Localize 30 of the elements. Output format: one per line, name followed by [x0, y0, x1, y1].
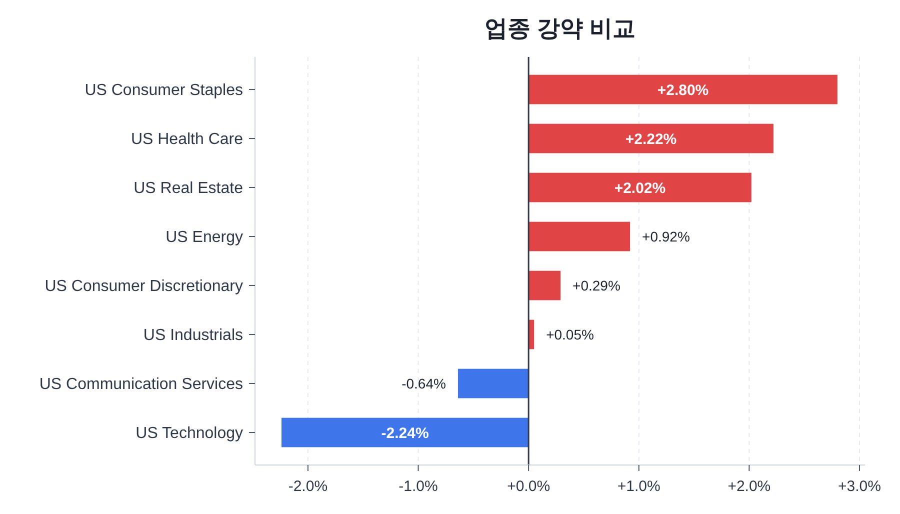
data-label: -0.64%: [402, 375, 446, 392]
x-tick-label: +3.0%: [838, 478, 881, 495]
bar: [528, 222, 630, 252]
bar: [458, 368, 529, 398]
y-tick-label: US Communication Services: [39, 376, 243, 394]
data-label: -2.24%: [381, 424, 429, 442]
data-label: +2.22%: [625, 130, 677, 148]
data-label: +0.29%: [572, 277, 620, 294]
x-tick-label: +0.0%: [507, 478, 550, 495]
bar: [528, 124, 774, 154]
data-label: +2.02%: [614, 180, 666, 197]
y-tick-label: US Real Estate: [134, 180, 244, 198]
y-tick-label: US Industrials: [143, 327, 243, 344]
data-label: +0.05%: [546, 326, 594, 342]
x-tick-label: +2.0%: [728, 478, 771, 495]
y-tick-label: US Consumer Discretionary: [44, 278, 243, 296]
y-tick-label: US Technology: [136, 425, 243, 442]
bar: [528, 74, 838, 104]
bar: [528, 172, 752, 202]
bar: [281, 418, 529, 448]
y-tick-label: US Health Care: [130, 131, 244, 148]
data-label: +0.92%: [642, 228, 690, 244]
x-tick-label: +1.0%: [617, 478, 660, 495]
data-label: +2.80%: [657, 82, 709, 99]
y-tick-label: US Consumer Staples: [84, 82, 243, 100]
bar: [528, 270, 561, 300]
x-tick-label: -1.0%: [398, 478, 438, 495]
chart-title: 업종 강약 비교: [484, 15, 636, 41]
x-tick-label: -2.0%: [288, 478, 328, 495]
y-tick-label: US Energy: [166, 229, 243, 246]
